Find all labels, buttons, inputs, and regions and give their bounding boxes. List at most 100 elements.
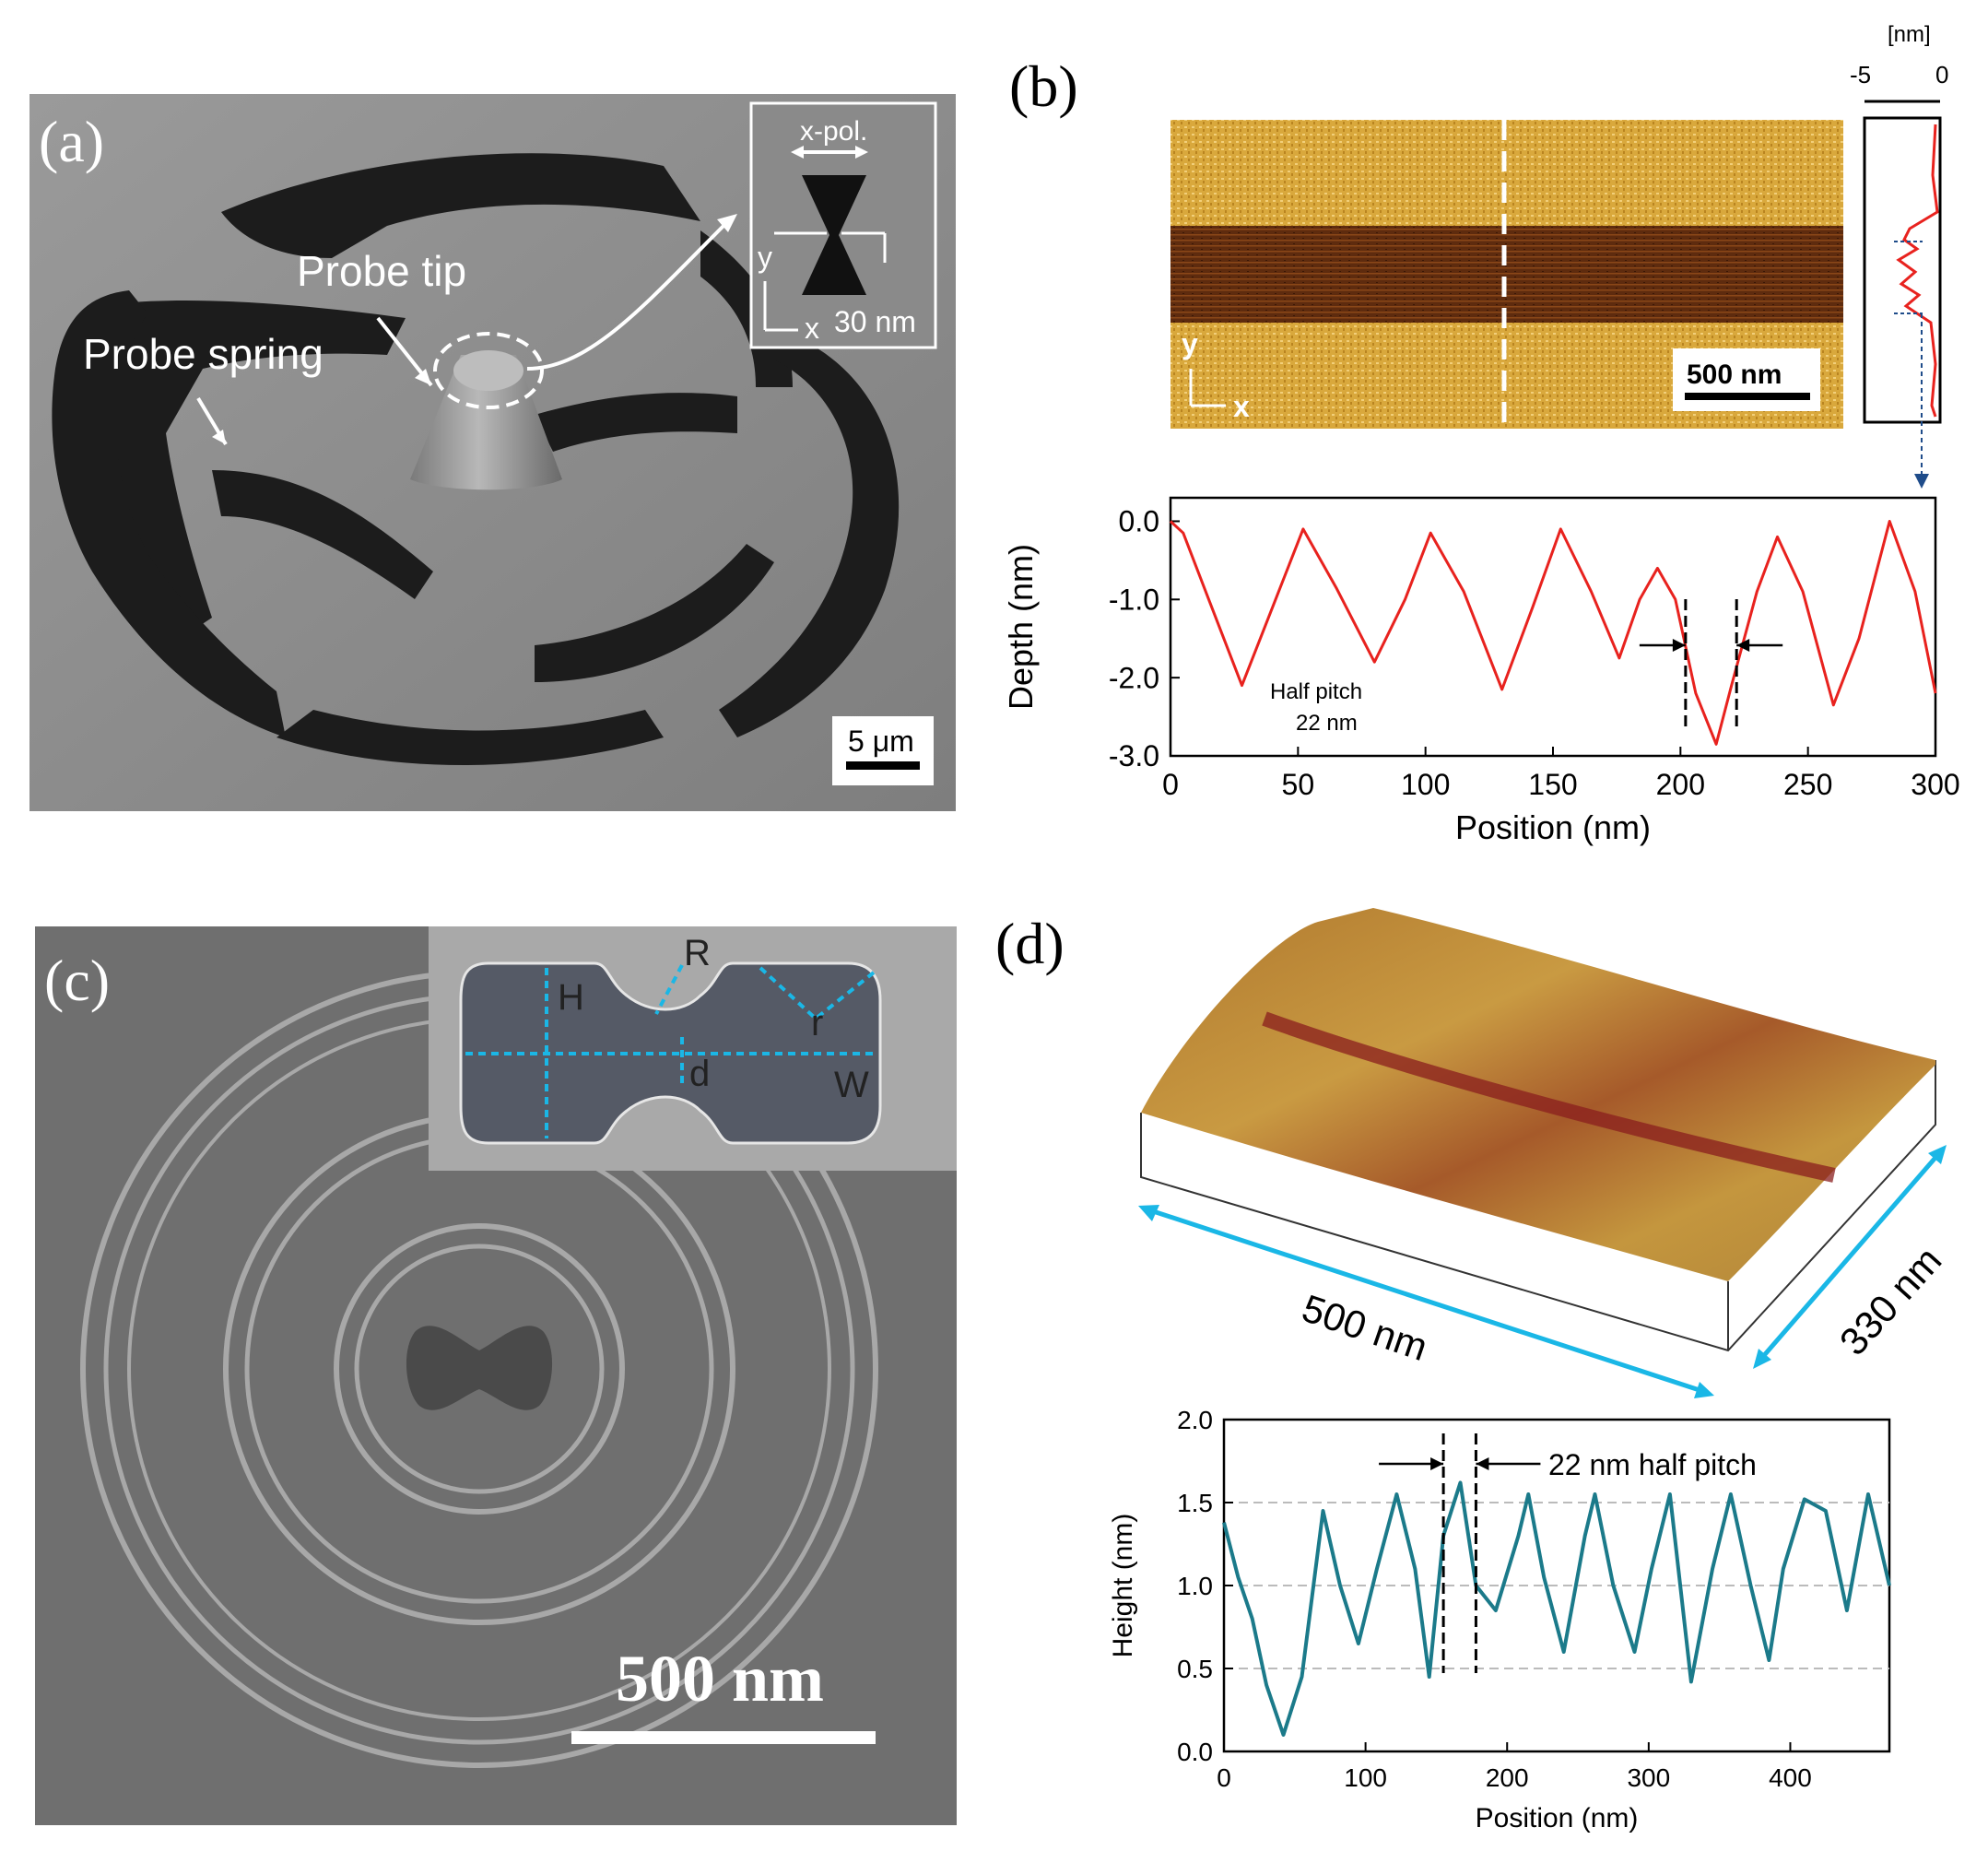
panel-b-figure: (b) y x 500 nm [nm] -5 0 0 50 100 150 200 250… xyxy=(1002,22,1960,846)
panel-c-figure: (c) H R r d W 500 nm xyxy=(35,926,957,1825)
x-tick-label: 200 xyxy=(1486,1763,1529,1792)
y-tick-label: -1.0 xyxy=(1109,584,1159,617)
half-pitch-arrowhead-right-d xyxy=(1476,1457,1489,1470)
panel-a-figure: (a) Probe tip Probe spring x-pol. y x 30… xyxy=(29,94,956,811)
x-tick-label: 200 xyxy=(1656,768,1705,801)
spring-trenches xyxy=(52,153,900,765)
afm-3d-surface xyxy=(1141,908,1935,1281)
bowtie-aperture xyxy=(802,175,866,295)
panel-b: (b) y x 500 nm [nm] -5 0 0 50 100 150 200 250… xyxy=(977,0,1988,867)
panel-letter-d: (d) xyxy=(995,911,1065,976)
x-tick-label: 300 xyxy=(1627,1763,1670,1792)
bowtie-aperture-c xyxy=(406,1326,553,1410)
scale-label-c: 500 nm xyxy=(616,1642,824,1715)
probe-tip-apex xyxy=(453,350,523,391)
x-tick-label: 150 xyxy=(1528,768,1577,801)
x-tick-label: 400 xyxy=(1769,1763,1812,1792)
panel-letter-c: (c) xyxy=(44,948,110,1013)
panel-d: (d) 500 nm 330 nm 0 100 200 300 400 0.0 0.5 1.0… xyxy=(977,908,1988,1846)
y-tick-label: 0.0 xyxy=(1177,1738,1213,1766)
y-tick-label: 1.0 xyxy=(1177,1572,1213,1600)
y-tick-label: 2.0 xyxy=(1177,1406,1213,1434)
height-chart: 0 100 200 300 400 0.0 0.5 1.0 1.5 2.0 Position (nm… xyxy=(1108,1406,1891,1833)
profile-min: -5 xyxy=(1850,61,1871,88)
spring-arrowhead xyxy=(212,430,226,444)
map-x-label: x xyxy=(1233,390,1250,423)
label-r: r xyxy=(811,1003,823,1043)
x-tick-label: 0 xyxy=(1162,768,1179,801)
map-y-label: y xyxy=(1182,327,1198,360)
dim-arrow-short xyxy=(1759,1150,1942,1362)
inset-y-label: y xyxy=(758,241,772,274)
label-W: W xyxy=(834,1065,869,1105)
panel-c: (c) H R r d W 500 nm xyxy=(0,908,986,1846)
half-pitch-arrowhead-left xyxy=(1672,639,1686,652)
dim-arrow-long-head-b xyxy=(1694,1382,1714,1398)
pol-arrowhead-left xyxy=(791,146,804,159)
half-pitch-arrowhead-left-d xyxy=(1430,1457,1444,1470)
x-axis-label: Position (nm) xyxy=(1455,808,1651,846)
profile-leader-head xyxy=(1914,474,1929,489)
map-scale-label: 500 nm xyxy=(1687,360,1782,390)
x-tick-label: 100 xyxy=(1401,768,1450,801)
inset-connector-head xyxy=(717,214,737,232)
series-line xyxy=(1222,1480,1891,1737)
y-tick-label: -2.0 xyxy=(1109,661,1159,694)
x-tick-label: 0 xyxy=(1217,1763,1231,1792)
inset-x-label: x xyxy=(805,312,819,345)
dim-arrow-long xyxy=(1147,1207,1706,1395)
panel-letter-b: (b) xyxy=(1009,53,1078,119)
map-scale-bar xyxy=(1685,393,1810,400)
dimension-lines xyxy=(465,964,877,1138)
dim-arrow-short-head-a xyxy=(1753,1349,1771,1369)
probe-spring-label: Probe spring xyxy=(83,330,323,378)
label-d: d xyxy=(689,1054,710,1094)
half-pitch-line2: 22 nm xyxy=(1296,711,1358,736)
y-tick-label: -3.0 xyxy=(1109,739,1159,772)
inset-pol-label: x-pol. xyxy=(800,116,867,147)
panel-a: (a) Probe tip Probe spring x-pol. y x 30… xyxy=(0,0,977,830)
probe-tip-label: Probe tip xyxy=(297,247,466,295)
scale-label-a: 5 μm xyxy=(848,725,914,758)
plot-frame xyxy=(1169,496,1937,758)
inset-gap-label: 30 nm xyxy=(834,305,916,338)
y-tick-label: 0.0 xyxy=(1119,505,1159,538)
profile-box xyxy=(1863,116,1942,424)
tip-highlight-circle xyxy=(433,332,544,409)
dim-arrow-long-head-a xyxy=(1138,1205,1159,1221)
x-axis-label: Position (nm) xyxy=(1476,1803,1639,1833)
inset-box xyxy=(749,101,937,349)
y-axis-label: Depth (nm) xyxy=(1002,544,1040,710)
label-H: H xyxy=(558,977,584,1018)
tip-arrowhead xyxy=(415,369,431,385)
x-tick-label: 250 xyxy=(1783,768,1832,801)
afm-trench-band xyxy=(1170,226,1843,323)
profile-curve xyxy=(1896,124,1939,418)
profile-unit: [nm] xyxy=(1888,22,1931,47)
label-R: R xyxy=(684,933,711,973)
panel-letter-a: (a) xyxy=(39,109,104,174)
probe-tip-cone xyxy=(410,355,562,490)
aperture-shape xyxy=(459,961,882,1145)
depth-chart: 0 50 100 150 200 250 300 0.0 -1.0 -2.0 -3.0 Positio… xyxy=(1002,496,1960,846)
surface-trench xyxy=(1262,1011,1836,1183)
profile-max: 0 xyxy=(1935,61,1948,88)
x-tick-label: 50 xyxy=(1282,768,1315,801)
pol-arrowhead-right xyxy=(855,146,868,159)
dim-arrow-short-head-b xyxy=(1928,1145,1947,1164)
x-tick-label: 100 xyxy=(1344,1763,1387,1792)
scale-bar-c xyxy=(571,1731,876,1744)
map-scale-box xyxy=(1673,348,1820,411)
x-tick-label: 300 xyxy=(1911,768,1959,801)
y-axis-label: Height (nm) xyxy=(1108,1514,1138,1658)
scale-box-a xyxy=(832,716,934,785)
y-tick-label: 0.5 xyxy=(1177,1655,1213,1683)
series-line xyxy=(1169,520,1937,746)
half-pitch-arrowhead-right xyxy=(1736,639,1750,652)
half-pitch-annot-d: 22 nm half pitch xyxy=(1548,1448,1757,1481)
scale-bar-a xyxy=(846,761,920,770)
half-pitch-line1: Half pitch xyxy=(1270,679,1362,704)
panel-d-figure: (d) 500 nm 330 nm 0 100 200 300 4000.00.51.0… xyxy=(995,908,1949,1833)
inset-connector xyxy=(526,219,730,371)
y-tick-label: 1.5 xyxy=(1177,1489,1213,1517)
